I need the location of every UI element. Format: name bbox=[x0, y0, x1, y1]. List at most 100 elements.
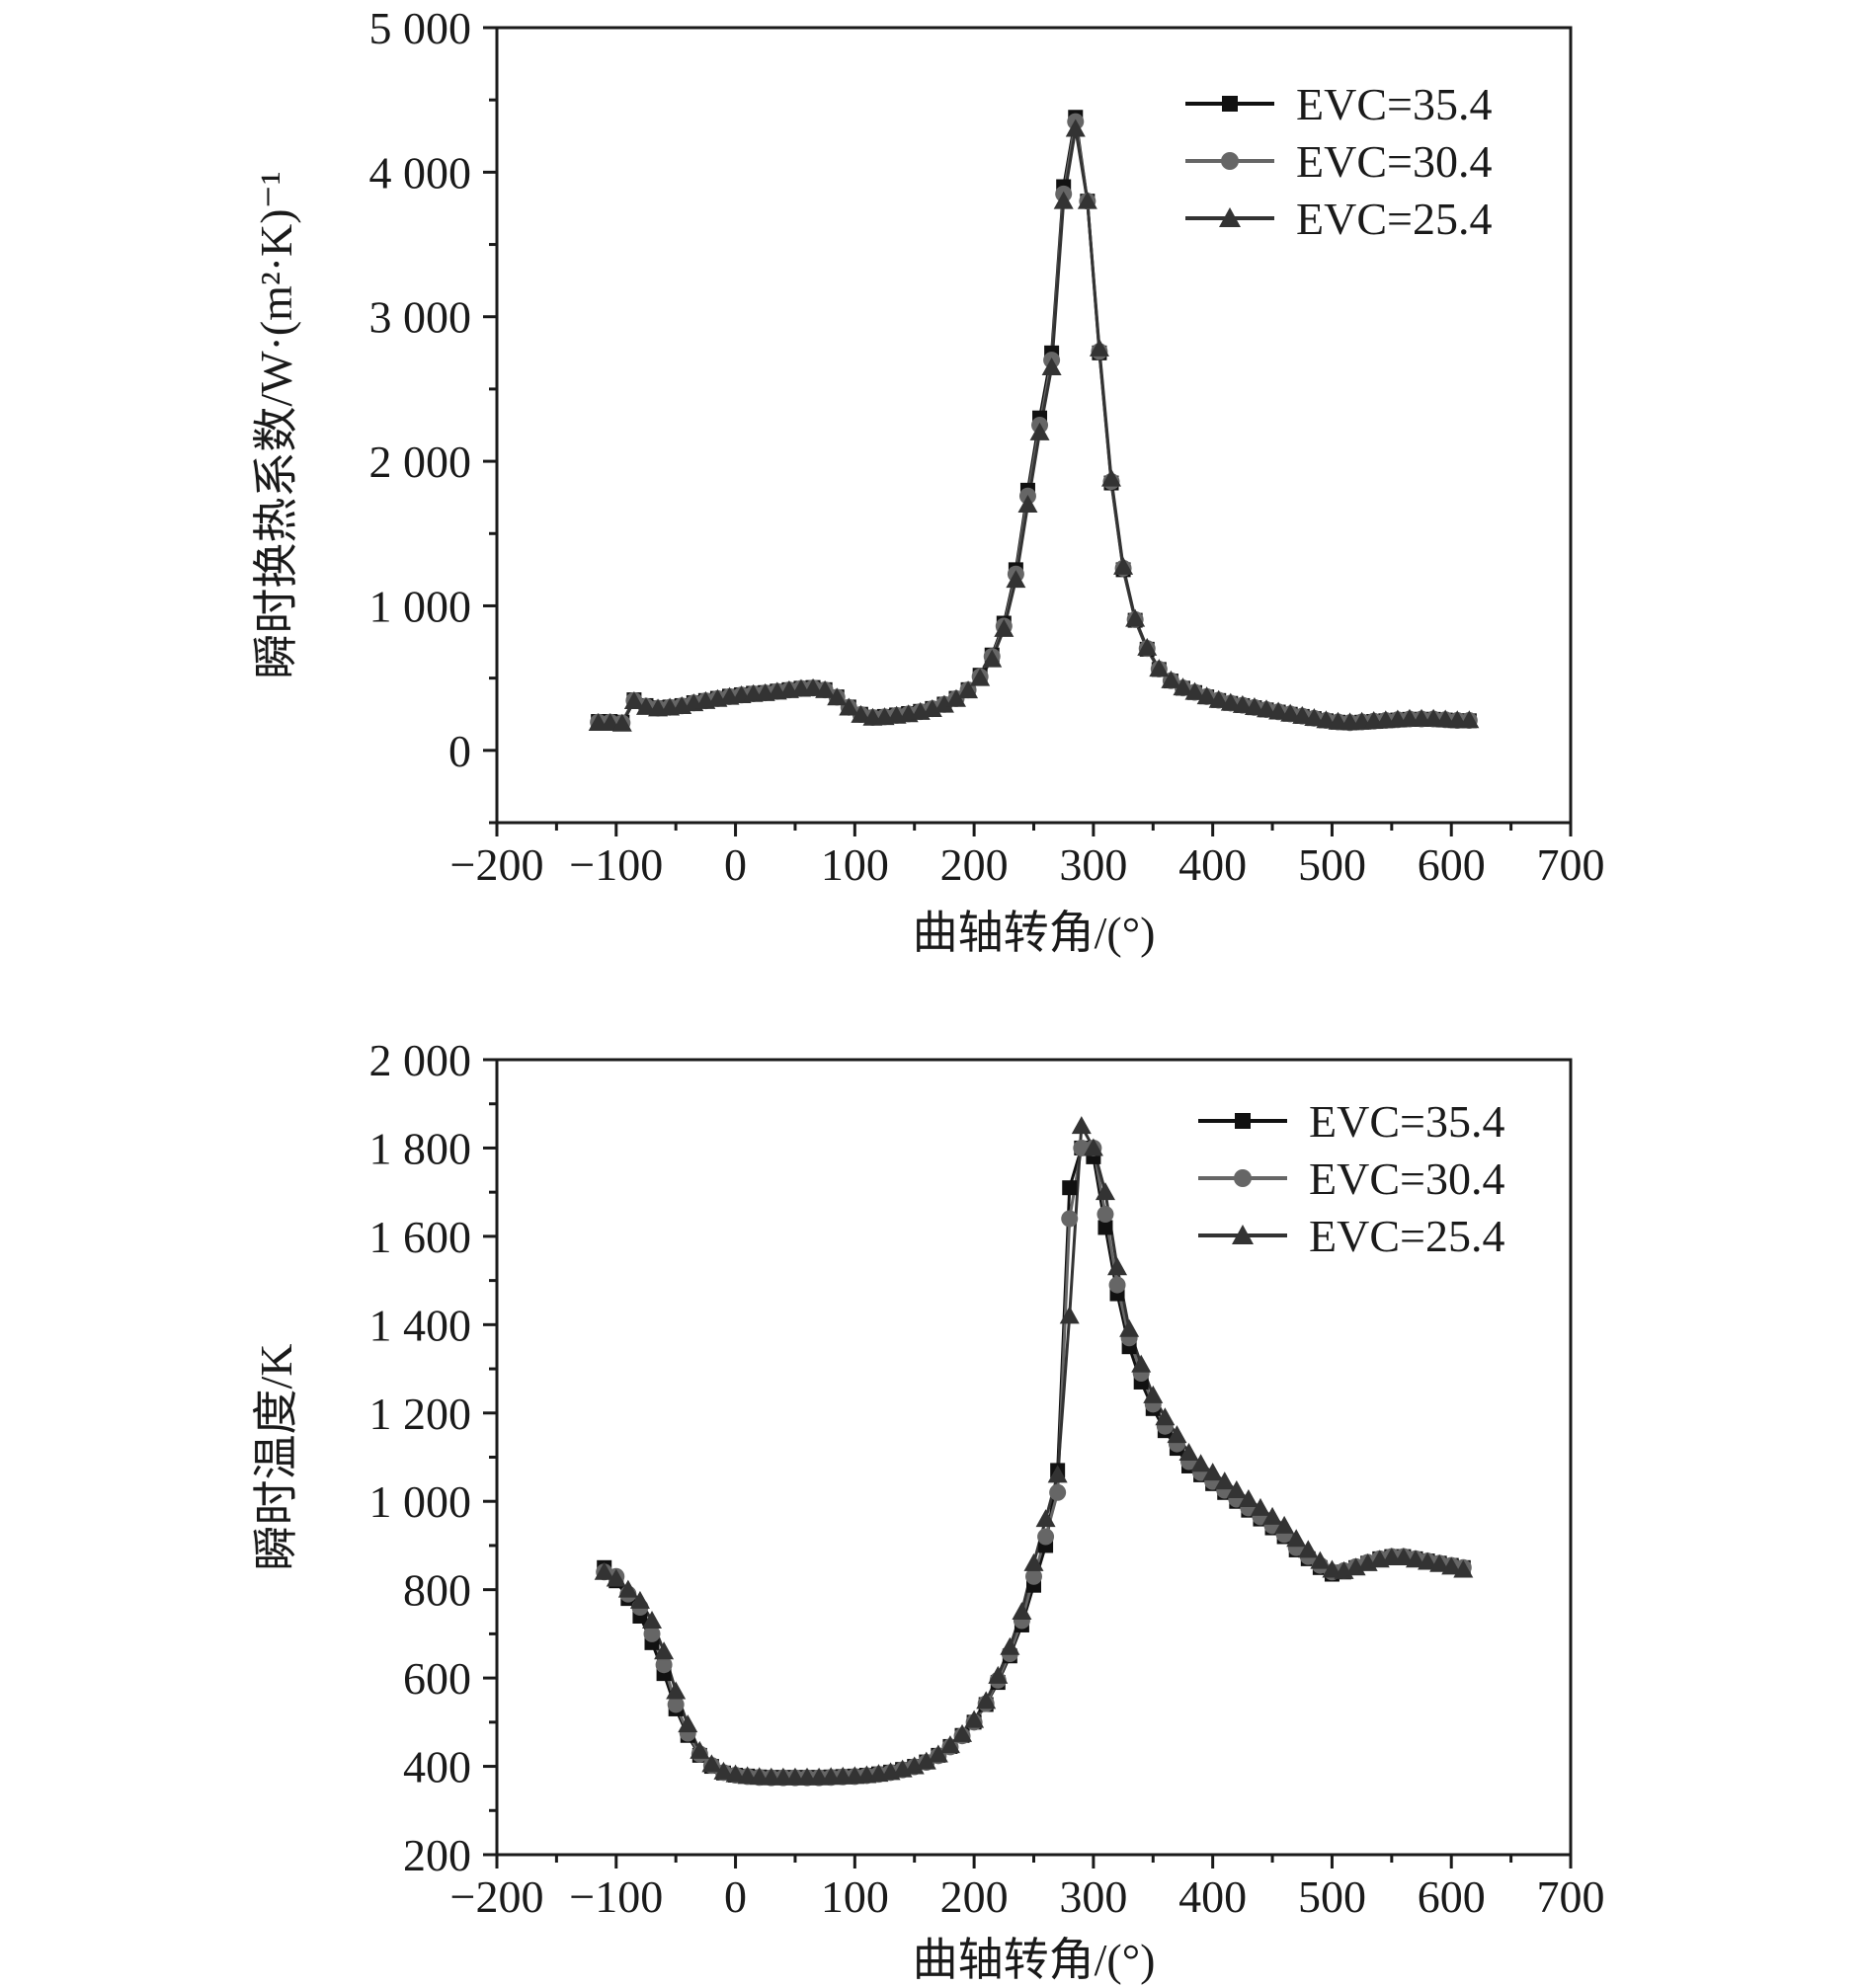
x-tick-label: 100 bbox=[821, 1871, 889, 1922]
data-point bbox=[1257, 699, 1277, 718]
data-point bbox=[1113, 556, 1134, 575]
y-tick-label: 1 400 bbox=[369, 1300, 472, 1350]
data-point bbox=[655, 1656, 673, 1674]
x-tick-label: 300 bbox=[1059, 1871, 1127, 1922]
data-point bbox=[1077, 191, 1097, 209]
x-tick-label: 200 bbox=[940, 839, 1009, 890]
data-point bbox=[617, 1579, 638, 1598]
y-axis-label: 瞬时温度/K bbox=[251, 1344, 301, 1571]
x-tick-label: 300 bbox=[1059, 839, 1127, 890]
data-point bbox=[643, 1625, 661, 1642]
legend-entry-30-4: EVC=30.4 bbox=[1185, 136, 1492, 187]
data-point bbox=[1155, 1407, 1176, 1426]
data-point bbox=[1238, 1488, 1258, 1507]
data-point bbox=[1250, 1497, 1270, 1516]
data-point bbox=[1208, 689, 1229, 708]
data-point bbox=[1101, 468, 1122, 487]
data-point bbox=[988, 1665, 1009, 1684]
legend-entry-30-4: EVC=30.4 bbox=[1198, 1153, 1504, 1204]
data-point bbox=[1053, 191, 1074, 209]
data-point bbox=[976, 1691, 997, 1710]
x-tick-label: 600 bbox=[1418, 1871, 1486, 1922]
data-point bbox=[964, 1710, 985, 1728]
data-point bbox=[1017, 495, 1038, 513]
x-tick-label: 600 bbox=[1418, 839, 1486, 890]
data-point bbox=[1089, 338, 1109, 357]
data-point bbox=[737, 1766, 758, 1785]
data-point bbox=[1059, 1306, 1080, 1324]
x-tick-label: 400 bbox=[1178, 1871, 1247, 1922]
data-point bbox=[839, 697, 859, 716]
data-point bbox=[1035, 1509, 1056, 1528]
data-point bbox=[1025, 1567, 1042, 1585]
y-tick-label: 2 000 bbox=[369, 1035, 472, 1085]
x-axis-label: 曲轴转角/(°) bbox=[913, 908, 1156, 958]
data-point bbox=[1049, 1483, 1067, 1501]
data-point bbox=[1274, 1515, 1295, 1534]
legend-marker-triangle bbox=[1219, 207, 1241, 227]
x-tick-label: 500 bbox=[1298, 839, 1366, 890]
y-tick-label: 1 000 bbox=[369, 581, 472, 631]
series-group bbox=[594, 1116, 1474, 1787]
legend-label: EVC=25.4 bbox=[1296, 194, 1492, 244]
data-point bbox=[916, 1751, 936, 1770]
data-point bbox=[1006, 570, 1026, 589]
data-point bbox=[994, 618, 1015, 637]
data-point bbox=[725, 1764, 746, 1783]
data-point bbox=[1083, 1138, 1103, 1156]
heat-transfer-chart: −200 −100 0 100 200 300 400 500 600 700 0 1 000 2 00… bbox=[251, 3, 1605, 958]
data-point bbox=[1137, 637, 1158, 656]
data-point bbox=[1037, 1528, 1055, 1546]
x-tick-label: 200 bbox=[940, 1871, 1009, 1922]
data-point bbox=[1304, 708, 1325, 727]
data-point bbox=[815, 679, 836, 698]
data-point bbox=[667, 1696, 685, 1713]
legend-entry-35-4: EVC=35.4 bbox=[1185, 79, 1492, 129]
data-point bbox=[1232, 694, 1253, 713]
x-tick-label: 100 bbox=[821, 839, 889, 890]
data-point bbox=[1280, 703, 1301, 722]
legend-marker-circle bbox=[1221, 152, 1239, 170]
data-point bbox=[1119, 1318, 1140, 1337]
data-point bbox=[611, 713, 632, 732]
data-point bbox=[803, 677, 824, 696]
data-point bbox=[1167, 1425, 1187, 1444]
data-point bbox=[1108, 1276, 1126, 1294]
y-tick-label: 2 000 bbox=[369, 437, 472, 487]
y-tick-label: 400 bbox=[403, 1742, 471, 1792]
data-point bbox=[904, 1756, 925, 1775]
data-point bbox=[635, 696, 656, 715]
legend-marker-square bbox=[1222, 96, 1238, 112]
y-tick-label: 1 200 bbox=[369, 1389, 472, 1439]
data-point bbox=[1405, 1550, 1425, 1568]
data-point bbox=[1202, 1463, 1223, 1481]
data-point bbox=[623, 691, 644, 710]
data-point bbox=[1214, 1471, 1235, 1490]
data-point bbox=[1220, 692, 1241, 711]
series-group bbox=[588, 110, 1480, 732]
data-point bbox=[690, 1740, 710, 1759]
data-point bbox=[1161, 670, 1181, 688]
x-tick-label: 0 bbox=[724, 1871, 747, 1922]
x-tick-label: 700 bbox=[1537, 1871, 1605, 1922]
data-point bbox=[1071, 1116, 1092, 1135]
data-point bbox=[1441, 1556, 1462, 1575]
y-tick-label: 3 000 bbox=[369, 292, 472, 343]
data-point bbox=[1184, 681, 1205, 700]
y-axis-label: 瞬时换热系数/W·(m²·K)⁻¹ bbox=[251, 171, 301, 678]
data-point bbox=[678, 1714, 698, 1733]
data-point bbox=[701, 1754, 722, 1773]
data-point bbox=[1393, 1548, 1414, 1566]
data-point bbox=[1292, 705, 1313, 724]
data-point bbox=[1096, 1206, 1114, 1224]
x-tick-label: −200 bbox=[450, 839, 544, 890]
data-point bbox=[1062, 1180, 1078, 1196]
data-point bbox=[1143, 1385, 1164, 1403]
data-point bbox=[1061, 1210, 1079, 1228]
data-point bbox=[1097, 1220, 1113, 1235]
axis-ticks: −200 −100 0 100 200 300 400 500 600 700 0 1 000 2 00… bbox=[369, 3, 1605, 890]
data-point bbox=[1310, 1551, 1331, 1569]
x-tick-label: 500 bbox=[1298, 1871, 1366, 1922]
data-point bbox=[934, 694, 954, 713]
